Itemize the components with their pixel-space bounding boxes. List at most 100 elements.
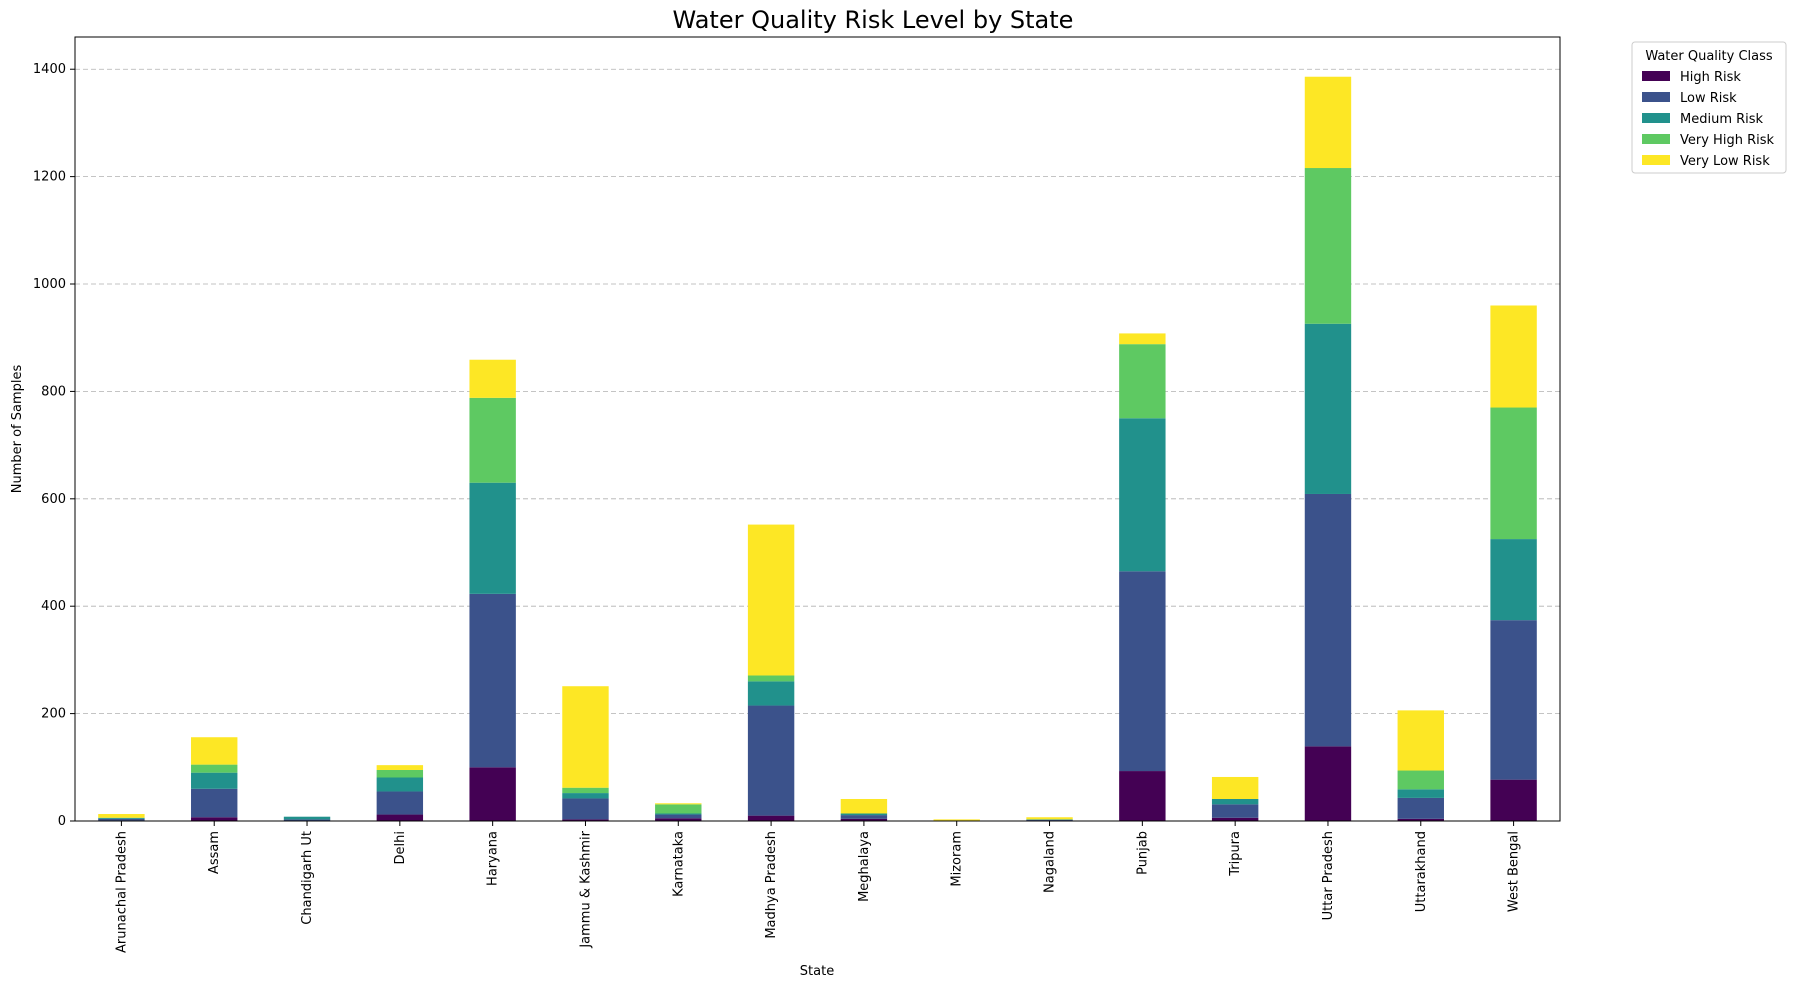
bar-segment: [655, 814, 702, 819]
legend-swatch: [1642, 113, 1670, 123]
x-axis-label: State: [800, 964, 834, 979]
bar-segment: [1026, 819, 1073, 820]
x-tick-label: Arunachal Pradesh: [114, 831, 129, 953]
bar-segment: [1304, 493, 1352, 747]
legend-swatch: [1642, 134, 1670, 144]
bar-segment: [191, 817, 238, 821]
bar-segment: [1026, 817, 1073, 820]
bar-segment: [1211, 798, 1259, 805]
bar-segment: [376, 791, 424, 815]
x-tick-label: Karnataka: [671, 831, 686, 897]
bar-segment: [1119, 418, 1166, 572]
bar-segment: [1026, 819, 1073, 821]
bar-segment: [933, 819, 980, 821]
y-tick-label: 1400: [33, 62, 66, 77]
bar-segment: [1397, 818, 1444, 821]
bar-segment: [840, 813, 888, 816]
bar-segment: [1490, 620, 1537, 780]
bar-segment: [1304, 168, 1352, 324]
x-axis: Arunachal Pradesh Assam Chandigarh Ut Delhi…: [114, 821, 1522, 953]
legend-swatch: [1642, 155, 1670, 165]
bar-segment: [655, 818, 702, 821]
bars: [98, 76, 1537, 821]
bar-segment: [1397, 710, 1444, 771]
bar-segment: [1397, 770, 1444, 790]
y-tick-label: 200: [41, 707, 66, 722]
plot-frame: [74, 36, 1561, 822]
bar-segment: [469, 482, 516, 594]
bar-segment: [747, 675, 795, 682]
bar-segment: [747, 524, 795, 676]
x-tick-label: Uttar Pradesh: [1321, 831, 1336, 920]
bar-segment: [1211, 817, 1259, 821]
bar-segment: [1490, 305, 1537, 408]
bar-segment: [1490, 779, 1537, 821]
bar-segment: [191, 772, 238, 789]
bar-segment: [1119, 344, 1166, 419]
bar-segment: [469, 359, 516, 398]
x-tick-label: Delhi: [393, 831, 408, 864]
x-tick-label: Chandigarh Ut: [300, 831, 315, 925]
bar-segment: [1490, 539, 1537, 621]
bar-segment: [562, 787, 609, 794]
bar-segment: [747, 815, 795, 821]
y-tick-label: 1000: [33, 277, 66, 292]
bar-segment: [376, 765, 424, 770]
bar-segment: [469, 767, 516, 821]
chart-title: Water Quality Risk Level by State: [673, 6, 1074, 34]
y-tick-label: 0: [58, 814, 66, 829]
bar-segment: [1304, 746, 1352, 821]
bar-segment: [747, 681, 795, 706]
y-tick-label: 600: [41, 492, 66, 507]
bar-segment: [655, 813, 702, 815]
bar-segment: [191, 764, 238, 773]
x-tick-label: Mizoram: [950, 831, 965, 887]
bar-segment: [562, 819, 609, 821]
legend-box: [1631, 41, 1787, 174]
bar-segment: [191, 737, 238, 765]
bar-segment: [1119, 571, 1166, 772]
y-axis: 0 200 400 600 800 1000 1200 1400: [33, 62, 75, 829]
bar-segment: [562, 793, 609, 799]
y-tick-label: 1200: [33, 170, 66, 185]
x-tick-label: Haryana: [486, 831, 501, 886]
bar-segment: [283, 816, 331, 820]
bar-segment: [1304, 323, 1352, 494]
bar-segment: [1211, 804, 1259, 818]
bar-segment: [191, 788, 238, 818]
bar-segment: [283, 819, 331, 821]
bar-segment: [1211, 776, 1259, 799]
x-tick-label: Jammu & Kashmir: [578, 830, 593, 948]
bar-segment: [376, 777, 424, 792]
bar-segment: [376, 769, 424, 778]
x-tick-label: Nagaland: [1043, 831, 1058, 893]
bar-segment: [1119, 333, 1166, 345]
bar-segment: [562, 798, 609, 820]
y-tick-label: 400: [41, 599, 66, 614]
legend-label: High Risk: [1680, 70, 1741, 85]
bar-segment: [1397, 789, 1444, 798]
bar-segment: [376, 814, 424, 821]
bar-segment: [98, 818, 145, 821]
bar-segment: [1490, 407, 1537, 540]
x-tick-label: Uttarakhand: [1414, 831, 1429, 912]
bar-segment: [1397, 797, 1444, 819]
bar-segment: [98, 814, 145, 818]
x-tick-label: Madhya Pradesh: [764, 831, 779, 939]
x-tick-label: West Bengal: [1507, 831, 1522, 912]
x-tick-label: Tripura: [1228, 831, 1243, 877]
bar-segment: [1119, 771, 1166, 821]
legend-title: Water Quality Class: [1645, 49, 1773, 64]
bar-segment: [469, 397, 516, 483]
x-tick-label: Assam: [207, 831, 222, 874]
legend-swatch: [1642, 92, 1670, 102]
legend: Water Quality Class High Risk Low Risk Med…: [1631, 41, 1787, 174]
x-tick-label: Meghalaya: [857, 831, 872, 902]
bar-segment: [840, 815, 888, 819]
bar-segment: [562, 686, 609, 788]
bar-segment: [840, 818, 888, 821]
legend-swatch: [1642, 71, 1670, 81]
bar-segment: [747, 705, 795, 816]
legend-label: Very Low Risk: [1680, 154, 1770, 169]
